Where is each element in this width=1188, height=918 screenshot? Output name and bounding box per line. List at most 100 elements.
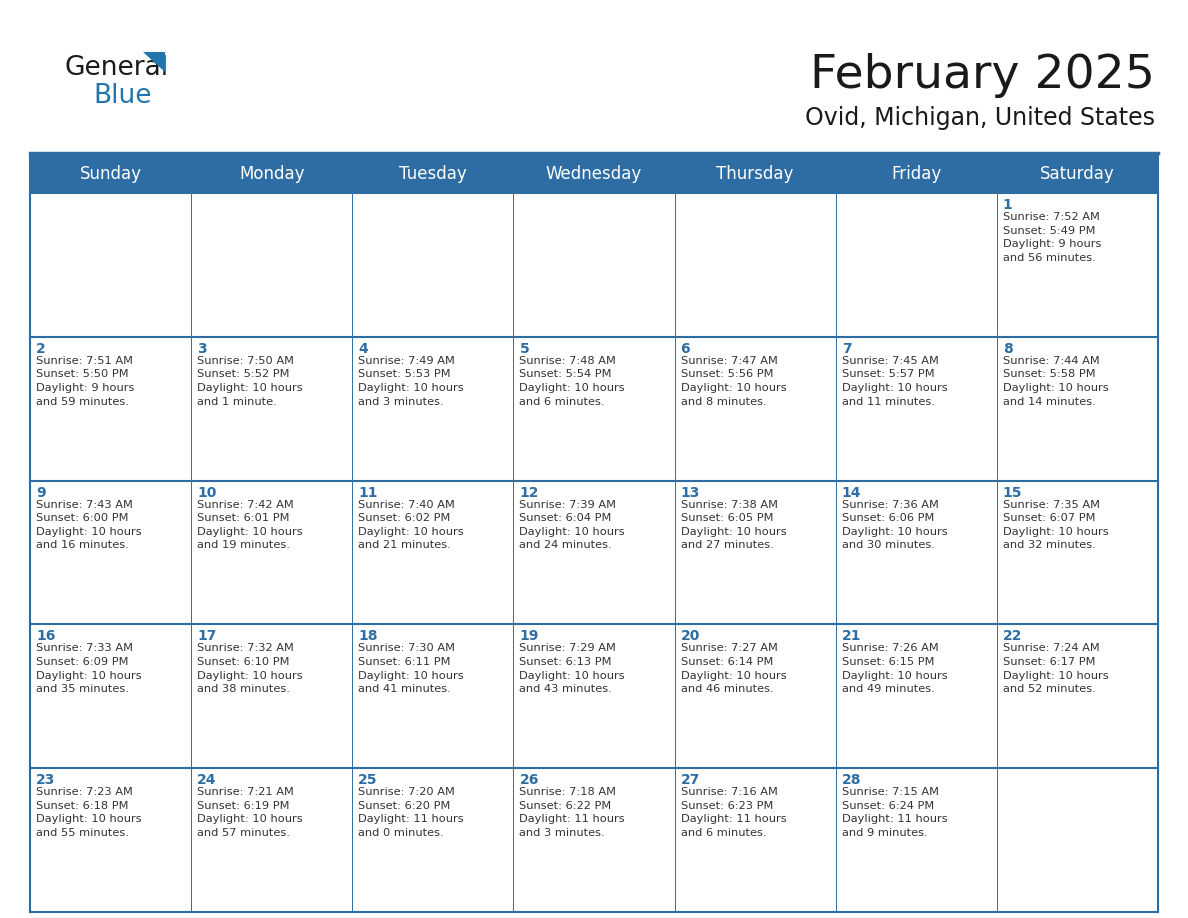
Text: Sunrise: 7:20 AM
Sunset: 6:20 PM
Daylight: 11 hours
and 0 minutes.: Sunrise: 7:20 AM Sunset: 6:20 PM Dayligh… [359,788,463,838]
Text: Sunrise: 7:42 AM
Sunset: 6:01 PM
Daylight: 10 hours
and 19 minutes.: Sunrise: 7:42 AM Sunset: 6:01 PM Dayligh… [197,499,303,551]
Bar [675,481,835,624]
Text: 17: 17 [197,630,216,644]
Bar [191,768,353,912]
Text: 23: 23 [36,773,56,788]
Text: 14: 14 [842,486,861,499]
Text: Wednesday: Wednesday [545,165,643,183]
Bar [30,155,1158,193]
Text: 24: 24 [197,773,216,788]
Text: Tuesday: Tuesday [399,165,467,183]
Text: February 2025: February 2025 [810,52,1155,97]
Bar [30,193,191,337]
Bar [675,624,835,768]
Polygon shape [143,52,165,72]
Text: 26: 26 [519,773,539,788]
Bar [191,193,353,337]
Bar [835,193,997,337]
Text: 7: 7 [842,341,852,356]
Bar [513,624,675,768]
Bar [191,481,353,624]
Text: 11: 11 [359,486,378,499]
Bar [30,481,191,624]
Text: Monday: Monday [239,165,304,183]
Bar [191,337,353,481]
Text: Sunrise: 7:16 AM
Sunset: 6:23 PM
Daylight: 11 hours
and 6 minutes.: Sunrise: 7:16 AM Sunset: 6:23 PM Dayligh… [681,788,786,838]
Text: Sunrise: 7:23 AM
Sunset: 6:18 PM
Daylight: 10 hours
and 55 minutes.: Sunrise: 7:23 AM Sunset: 6:18 PM Dayligh… [36,788,141,838]
Bar [997,624,1158,768]
Text: Sunday: Sunday [80,165,141,183]
Text: 21: 21 [842,630,861,644]
Text: 20: 20 [681,630,700,644]
Bar [30,768,191,912]
Text: Sunrise: 7:36 AM
Sunset: 6:06 PM
Daylight: 10 hours
and 30 minutes.: Sunrise: 7:36 AM Sunset: 6:06 PM Dayligh… [842,499,947,551]
Text: 27: 27 [681,773,700,788]
Bar [997,768,1158,912]
Text: 3: 3 [197,341,207,356]
Bar [997,481,1158,624]
Text: General: General [65,55,169,81]
Text: Sunrise: 7:33 AM
Sunset: 6:09 PM
Daylight: 10 hours
and 35 minutes.: Sunrise: 7:33 AM Sunset: 6:09 PM Dayligh… [36,644,141,694]
Text: Ovid, Michigan, United States: Ovid, Michigan, United States [805,106,1155,130]
Text: Sunrise: 7:35 AM
Sunset: 6:07 PM
Daylight: 10 hours
and 32 minutes.: Sunrise: 7:35 AM Sunset: 6:07 PM Dayligh… [1003,499,1108,551]
Text: 5: 5 [519,341,529,356]
Bar [513,193,675,337]
Text: 12: 12 [519,486,539,499]
Text: 18: 18 [359,630,378,644]
Text: 6: 6 [681,341,690,356]
Text: Sunrise: 7:30 AM
Sunset: 6:11 PM
Daylight: 10 hours
and 41 minutes.: Sunrise: 7:30 AM Sunset: 6:11 PM Dayligh… [359,644,463,694]
Text: Sunrise: 7:52 AM
Sunset: 5:49 PM
Daylight: 9 hours
and 56 minutes.: Sunrise: 7:52 AM Sunset: 5:49 PM Dayligh… [1003,212,1101,263]
Text: Sunrise: 7:44 AM
Sunset: 5:58 PM
Daylight: 10 hours
and 14 minutes.: Sunrise: 7:44 AM Sunset: 5:58 PM Dayligh… [1003,356,1108,407]
Bar [30,337,191,481]
Text: Sunrise: 7:50 AM
Sunset: 5:52 PM
Daylight: 10 hours
and 1 minute.: Sunrise: 7:50 AM Sunset: 5:52 PM Dayligh… [197,356,303,407]
Bar [513,337,675,481]
Text: 16: 16 [36,630,56,644]
Text: Sunrise: 7:18 AM
Sunset: 6:22 PM
Daylight: 11 hours
and 3 minutes.: Sunrise: 7:18 AM Sunset: 6:22 PM Dayligh… [519,788,625,838]
Text: 4: 4 [359,341,368,356]
Bar [353,193,513,337]
Bar [675,337,835,481]
Text: Sunrise: 7:29 AM
Sunset: 6:13 PM
Daylight: 10 hours
and 43 minutes.: Sunrise: 7:29 AM Sunset: 6:13 PM Dayligh… [519,644,625,694]
Text: Sunrise: 7:15 AM
Sunset: 6:24 PM
Daylight: 11 hours
and 9 minutes.: Sunrise: 7:15 AM Sunset: 6:24 PM Dayligh… [842,788,947,838]
Bar [353,337,513,481]
Text: Sunrise: 7:38 AM
Sunset: 6:05 PM
Daylight: 10 hours
and 27 minutes.: Sunrise: 7:38 AM Sunset: 6:05 PM Dayligh… [681,499,786,551]
Bar [675,768,835,912]
Bar [353,768,513,912]
Text: Friday: Friday [891,165,941,183]
Text: 2: 2 [36,341,46,356]
Text: Sunrise: 7:32 AM
Sunset: 6:10 PM
Daylight: 10 hours
and 38 minutes.: Sunrise: 7:32 AM Sunset: 6:10 PM Dayligh… [197,644,303,694]
Text: 8: 8 [1003,341,1012,356]
Text: 22: 22 [1003,630,1023,644]
Text: Sunrise: 7:47 AM
Sunset: 5:56 PM
Daylight: 10 hours
and 8 minutes.: Sunrise: 7:47 AM Sunset: 5:56 PM Dayligh… [681,356,786,407]
Text: Sunrise: 7:27 AM
Sunset: 6:14 PM
Daylight: 10 hours
and 46 minutes.: Sunrise: 7:27 AM Sunset: 6:14 PM Dayligh… [681,644,786,694]
Bar [191,624,353,768]
Bar [30,624,191,768]
Bar [835,624,997,768]
Text: Blue: Blue [93,83,152,109]
Bar [835,768,997,912]
Text: 1: 1 [1003,198,1012,212]
Text: 15: 15 [1003,486,1023,499]
Text: Sunrise: 7:51 AM
Sunset: 5:50 PM
Daylight: 9 hours
and 59 minutes.: Sunrise: 7:51 AM Sunset: 5:50 PM Dayligh… [36,356,134,407]
Bar [835,337,997,481]
Bar [997,193,1158,337]
Text: Saturday: Saturday [1040,165,1114,183]
Bar [353,624,513,768]
Text: 9: 9 [36,486,45,499]
Bar [353,481,513,624]
Text: 13: 13 [681,486,700,499]
Text: Thursday: Thursday [716,165,794,183]
Text: Sunrise: 7:45 AM
Sunset: 5:57 PM
Daylight: 10 hours
and 11 minutes.: Sunrise: 7:45 AM Sunset: 5:57 PM Dayligh… [842,356,947,407]
Text: 28: 28 [842,773,861,788]
Text: 19: 19 [519,630,539,644]
Text: Sunrise: 7:39 AM
Sunset: 6:04 PM
Daylight: 10 hours
and 24 minutes.: Sunrise: 7:39 AM Sunset: 6:04 PM Dayligh… [519,499,625,551]
Text: 25: 25 [359,773,378,788]
Bar [835,481,997,624]
Text: Sunrise: 7:26 AM
Sunset: 6:15 PM
Daylight: 10 hours
and 49 minutes.: Sunrise: 7:26 AM Sunset: 6:15 PM Dayligh… [842,644,947,694]
Bar [513,481,675,624]
Bar [675,193,835,337]
Text: Sunrise: 7:24 AM
Sunset: 6:17 PM
Daylight: 10 hours
and 52 minutes.: Sunrise: 7:24 AM Sunset: 6:17 PM Dayligh… [1003,644,1108,694]
Text: Sunrise: 7:21 AM
Sunset: 6:19 PM
Daylight: 10 hours
and 57 minutes.: Sunrise: 7:21 AM Sunset: 6:19 PM Dayligh… [197,788,303,838]
Text: Sunrise: 7:48 AM
Sunset: 5:54 PM
Daylight: 10 hours
and 6 minutes.: Sunrise: 7:48 AM Sunset: 5:54 PM Dayligh… [519,356,625,407]
Text: Sunrise: 7:43 AM
Sunset: 6:00 PM
Daylight: 10 hours
and 16 minutes.: Sunrise: 7:43 AM Sunset: 6:00 PM Dayligh… [36,499,141,551]
Text: Sunrise: 7:40 AM
Sunset: 6:02 PM
Daylight: 10 hours
and 21 minutes.: Sunrise: 7:40 AM Sunset: 6:02 PM Dayligh… [359,499,463,551]
